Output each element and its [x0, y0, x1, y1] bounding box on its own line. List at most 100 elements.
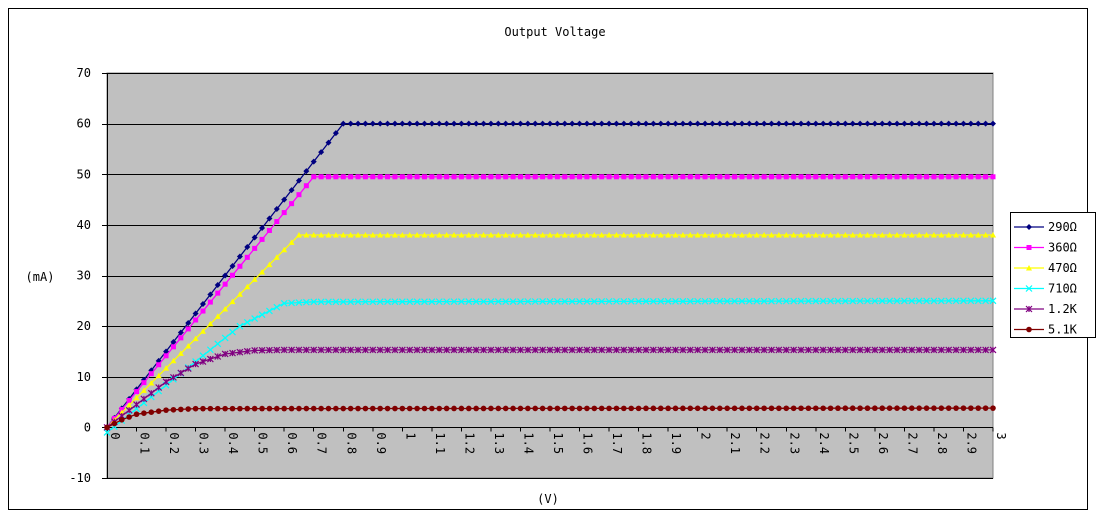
series — [104, 174, 996, 430]
data-point — [502, 405, 509, 412]
data-point — [723, 297, 731, 305]
data-point — [384, 346, 391, 354]
data-point — [732, 174, 738, 180]
data-point — [960, 174, 966, 180]
data-point — [568, 298, 576, 305]
data-point — [524, 120, 531, 127]
data-point — [289, 201, 295, 207]
data-point — [155, 372, 162, 379]
data-point — [769, 174, 774, 180]
data-point — [296, 192, 302, 198]
data-point — [680, 174, 686, 180]
data-point — [783, 232, 790, 238]
data-point — [709, 405, 716, 412]
data-point — [900, 297, 908, 305]
data-point — [635, 232, 642, 238]
data-point — [709, 120, 716, 127]
data-point — [620, 120, 627, 127]
data-point — [864, 232, 871, 238]
data-point — [606, 232, 613, 238]
data-point — [849, 405, 856, 412]
data-point — [613, 346, 620, 354]
data-point — [813, 405, 819, 412]
data-point — [709, 346, 716, 354]
data-point — [746, 120, 753, 127]
legend-label: 290Ω — [1048, 220, 1077, 234]
data-point — [702, 232, 709, 238]
data-point — [628, 405, 635, 412]
data-point — [716, 297, 724, 305]
data-point — [790, 297, 798, 305]
data-point — [517, 298, 524, 305]
data-point — [177, 369, 185, 377]
data-point — [398, 346, 406, 354]
data-point — [428, 346, 436, 354]
data-point — [974, 297, 982, 305]
data-point — [480, 120, 487, 127]
data-point — [525, 405, 531, 412]
data-point — [916, 120, 923, 127]
data-point — [302, 298, 310, 306]
data-point — [192, 360, 200, 368]
data-point — [967, 232, 974, 238]
data-point — [502, 120, 509, 127]
data-point — [805, 120, 812, 127]
data-point — [229, 328, 236, 336]
data-point — [642, 232, 649, 238]
data-point — [606, 405, 612, 412]
data-point — [746, 174, 752, 180]
data-point — [679, 346, 687, 354]
data-point — [332, 298, 340, 306]
data-point — [170, 357, 177, 364]
data-point — [133, 411, 140, 418]
data-point — [968, 405, 974, 411]
legend-box — [1010, 212, 1096, 338]
data-point — [731, 297, 739, 305]
data-point — [916, 232, 923, 238]
data-point — [841, 346, 849, 354]
data-point — [259, 268, 266, 275]
y-tick-label: 30 — [77, 269, 91, 283]
data-point — [465, 120, 472, 127]
data-point — [798, 120, 805, 127]
y-tick-label: 0 — [84, 420, 91, 434]
data-point — [443, 298, 451, 306]
data-point — [214, 340, 222, 348]
data-point — [701, 346, 709, 354]
data-point — [775, 346, 783, 354]
data-point — [540, 174, 546, 180]
data-point — [443, 120, 450, 127]
data-point — [376, 346, 384, 354]
data-point — [207, 299, 213, 305]
data-point — [428, 298, 436, 306]
data-point — [900, 346, 908, 354]
data-point — [738, 297, 746, 305]
data-point — [724, 405, 730, 412]
data-point — [731, 232, 738, 238]
data-point — [361, 346, 369, 354]
x-tick-label: 0.4 — [226, 432, 240, 454]
data-point — [613, 297, 620, 305]
x-tick-label: 1.5 — [551, 432, 565, 454]
data-point — [399, 174, 405, 180]
data-point — [695, 174, 701, 180]
data-point — [664, 297, 672, 305]
data-point — [613, 232, 620, 238]
data-point — [339, 346, 347, 354]
data-point — [214, 313, 221, 319]
data-point — [724, 232, 731, 238]
data-point — [598, 297, 606, 305]
data-point — [392, 174, 398, 180]
data-point — [879, 120, 886, 127]
data-point — [577, 174, 583, 180]
data-point — [156, 362, 162, 368]
legend-swatch-marker — [1026, 265, 1032, 271]
series-layer — [103, 120, 997, 436]
data-point — [465, 232, 472, 238]
data-point — [620, 297, 628, 305]
data-point — [790, 346, 798, 354]
data-point — [738, 120, 745, 127]
data-point — [104, 424, 110, 431]
data-point — [281, 405, 288, 412]
data-point — [893, 346, 901, 354]
